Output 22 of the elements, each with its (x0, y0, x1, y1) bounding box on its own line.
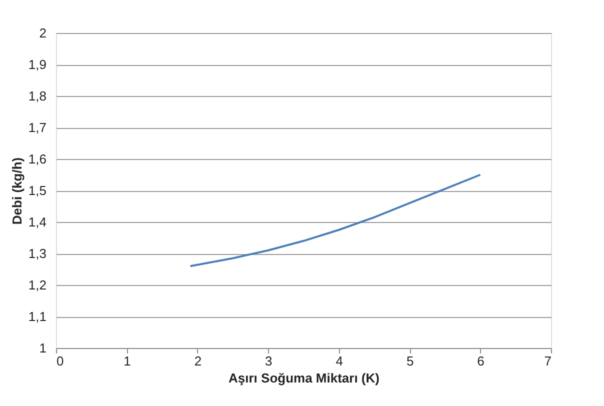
y-tick-label: 1,5 (28, 183, 46, 198)
y-tick-label: 1,1 (28, 309, 46, 324)
x-tick-label: 3 (265, 354, 272, 368)
y-tick-label: 1,3 (28, 246, 46, 261)
y-tick-label: 1,4 (28, 214, 46, 230)
y-tick-label: 1,8 (28, 88, 46, 104)
x-tick-label: 0 (56, 354, 64, 368)
y-tick-label: 1,9 (28, 57, 46, 72)
x-tick-label: 5 (406, 354, 414, 368)
y-tick-label: 1,7 (28, 120, 46, 135)
y-tick-label: 1,6 (28, 152, 46, 166)
x-axis-title: Aşırı Soğuma Miktarı (K) (228, 370, 380, 386)
x-tick-label: 6 (477, 354, 484, 368)
x-tick-label: 7 (544, 354, 552, 368)
x-tick-label: 1 (124, 354, 131, 368)
y-tick-label: 1 (39, 340, 46, 356)
y-tick-label: 1,2 (28, 278, 46, 292)
y-tick-label: 2 (39, 26, 46, 40)
line-series (189, 174, 482, 268)
x-tick-label: 4 (336, 354, 343, 368)
x-tick-label: 2 (194, 354, 202, 368)
y-axis-title: Debi (kg/h) (9, 157, 24, 225)
